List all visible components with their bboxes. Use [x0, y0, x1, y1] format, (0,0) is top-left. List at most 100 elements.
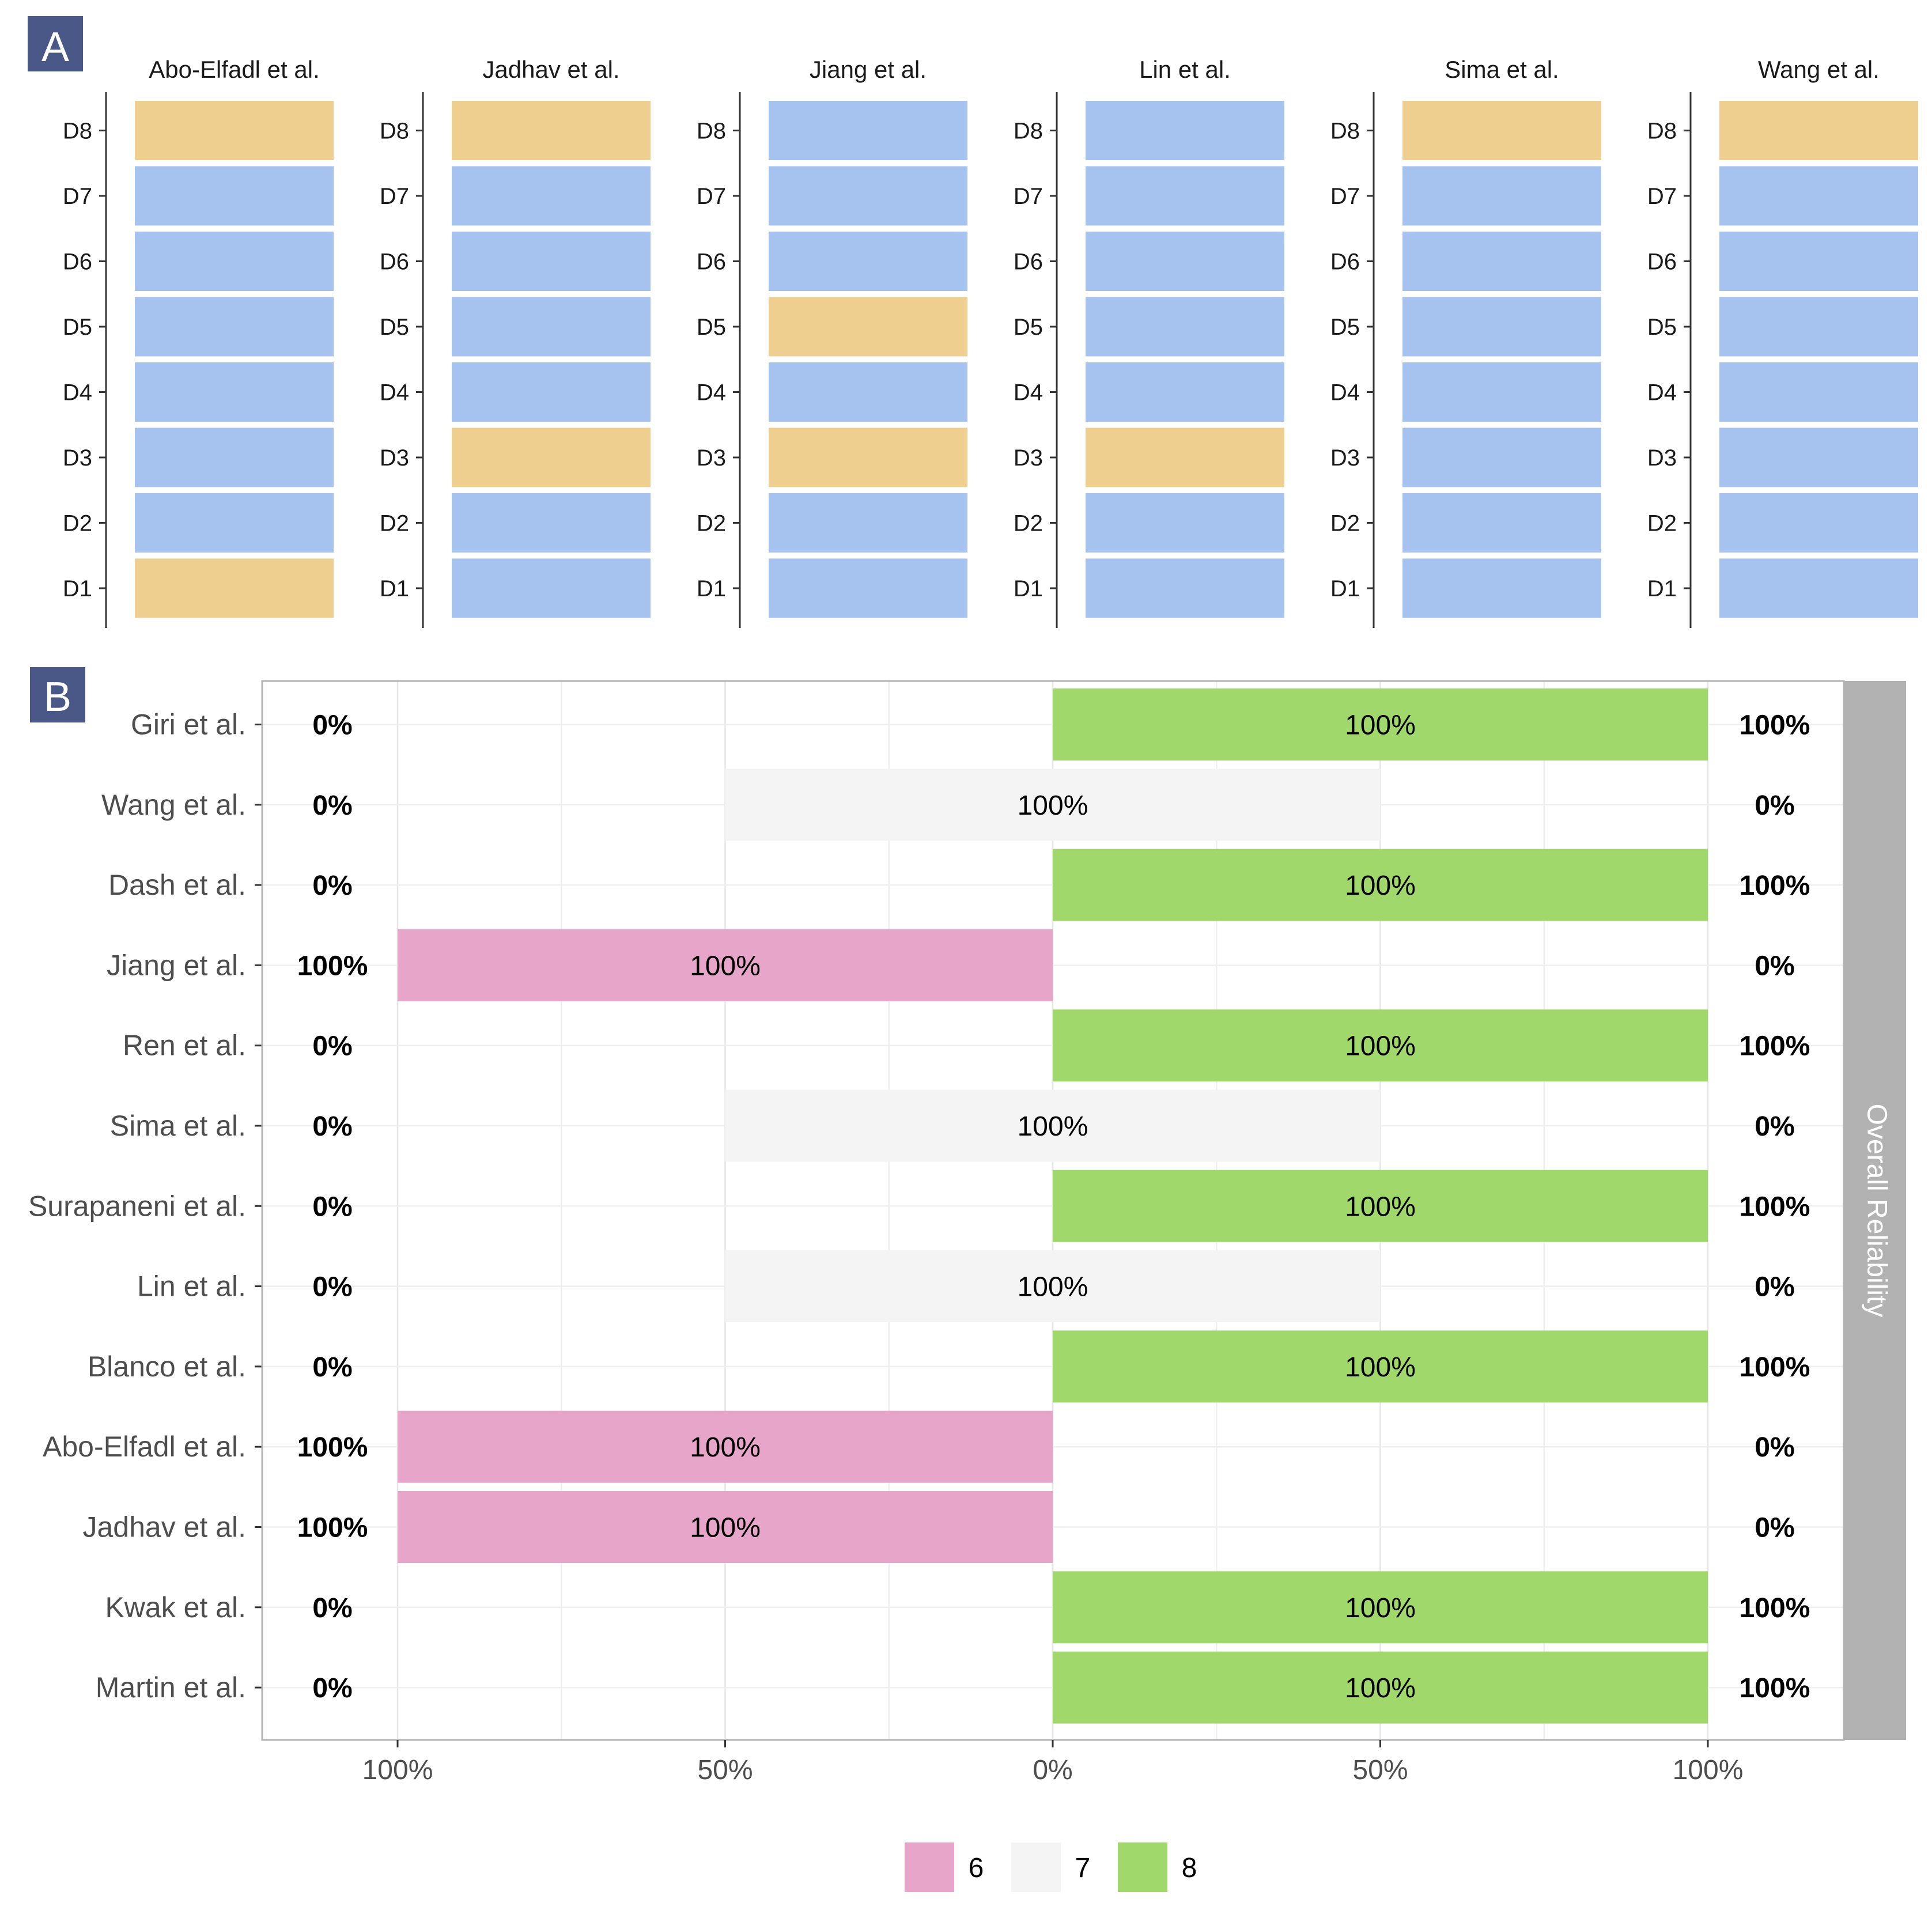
strip-label: Overall Reliability: [1861, 1104, 1892, 1318]
bar: [725, 769, 1381, 841]
bar-value-label: 100%: [1345, 1593, 1416, 1624]
row-label-D2: D2: [1330, 511, 1360, 536]
x-tick-label: 100%: [1673, 1755, 1744, 1785]
left-percent-label: 100%: [297, 951, 368, 981]
left-percent-label: 0%: [312, 871, 352, 901]
left-percent-label: 100%: [297, 1513, 368, 1543]
facet-2: Jiang et al. D1 D2 D3 D4 D5 D6 D7 D8: [697, 56, 967, 628]
tile-D8: [1402, 101, 1601, 160]
legend-label: 7: [1075, 1853, 1091, 1883]
tile-D3: [1402, 427, 1601, 487]
row-label-D1: D1: [1014, 576, 1043, 601]
row-label-D7: D7: [1647, 184, 1677, 209]
right-percent-label: 0%: [1755, 1432, 1794, 1463]
facet-strip: [1844, 681, 1906, 1740]
row-label-D5: D5: [380, 315, 409, 340]
tile-D6: [1086, 232, 1284, 291]
tile-D4: [769, 362, 967, 422]
row-label-D7: D7: [63, 184, 92, 209]
right-percent-label: 0%: [1755, 951, 1794, 981]
tile-D2: [452, 493, 651, 553]
facet-title: Wang et al.: [1758, 56, 1880, 83]
study-label: Wang et al.: [101, 789, 246, 821]
left-percent-label: 0%: [312, 1191, 352, 1222]
row-label-D2: D2: [63, 511, 92, 536]
tile-D5: [1402, 297, 1601, 357]
row-label-D8: D8: [63, 119, 92, 144]
row-label-D1: D1: [380, 576, 409, 601]
bar-value-label: 100%: [1018, 790, 1088, 821]
bar-value-label: 100%: [1345, 1191, 1416, 1222]
row-label-D5: D5: [1647, 315, 1677, 340]
legend-swatch: [1118, 1842, 1167, 1892]
bar-value-label: 100%: [690, 951, 761, 981]
bar-row: 100% 0% 0% Wang et al.: [101, 769, 1795, 841]
x-tick-label: 100%: [362, 1755, 433, 1785]
row-label-D4: D4: [1014, 380, 1043, 406]
tile-D5: [1719, 297, 1918, 357]
bar-row: 100% 100% 0% Abo-Elfadl et al.: [43, 1410, 1795, 1483]
tile-D3: [1719, 427, 1918, 487]
row-label-D4: D4: [63, 380, 92, 406]
bar: [398, 1491, 1053, 1563]
facet-title: Sima et al.: [1445, 56, 1559, 83]
right-percent-label: 100%: [1740, 1352, 1810, 1383]
tile-D3: [769, 427, 967, 487]
row-label-D4: D4: [1647, 380, 1677, 406]
study-label: Jadhav et al.: [82, 1511, 246, 1543]
facet-4: Sima et al. D1 D2 D3 D4 D5 D6 D7 D8: [1330, 56, 1601, 628]
legend-label: 8: [1182, 1853, 1197, 1883]
bar-row: 100% 0% 100% Surapaneni et al.: [28, 1170, 1810, 1242]
tile-D1: [1086, 558, 1284, 618]
bar: [1053, 1571, 1708, 1644]
bar-value-label: 100%: [1018, 1111, 1088, 1142]
row-label-D8: D8: [1330, 119, 1360, 144]
study-label: Jiang et al.: [107, 949, 246, 981]
study-label: Sima et al.: [110, 1110, 246, 1142]
tile-D7: [135, 166, 334, 226]
panel-b-bar-chart: 100% 0% 100% Giri et al. 100% 0% 0% Wang et al.…: [28, 680, 1906, 1785]
tile-D7: [1086, 166, 1284, 226]
row-label-D1: D1: [1647, 576, 1677, 601]
row-label-D7: D7: [1330, 184, 1360, 209]
right-percent-label: 100%: [1740, 1031, 1810, 1062]
panel-a-heatmap: Abo-Elfadl et al.D1D2D3D4D5D6D7D8Jadhav …: [63, 56, 1918, 628]
study-label: Dash et al.: [108, 869, 246, 901]
bar: [1053, 849, 1708, 921]
left-percent-label: 0%: [312, 1593, 352, 1624]
bar-value-label: 100%: [690, 1432, 761, 1463]
row-label-D3: D3: [1330, 445, 1360, 471]
tile-D4: [1086, 362, 1284, 422]
bar: [725, 1089, 1381, 1162]
tile-D3: [1086, 427, 1284, 487]
facet-1: Jadhav et al. D1 D2 D3 D4 D5 D6 D7 D8: [380, 56, 651, 628]
row-label-D3: D3: [1647, 445, 1677, 471]
right-percent-label: 0%: [1755, 1513, 1794, 1543]
row-label-D6: D6: [380, 249, 409, 275]
tile-D1: [452, 558, 651, 618]
left-percent-label: 0%: [312, 1111, 352, 1142]
tile-D1: [1719, 558, 1918, 618]
row-label-D5: D5: [697, 315, 726, 340]
study-label: Lin et al.: [137, 1270, 246, 1303]
row-label-D1: D1: [63, 576, 92, 601]
row-label-D4: D4: [380, 380, 409, 406]
bar: [398, 1410, 1053, 1483]
panel-b-label: B: [30, 667, 85, 722]
row-label-D5: D5: [1014, 315, 1043, 340]
study-label: Martin et al.: [96, 1671, 246, 1704]
bar-value-label: 100%: [1345, 1673, 1416, 1704]
facet-title: Abo-Elfadl et al.: [149, 56, 320, 83]
bar-row: 100% 0% 100% Ren et al.: [123, 1009, 1810, 1082]
bar-row: 100% 0% 100% Kwak et al.: [105, 1571, 1810, 1644]
tile-D4: [452, 362, 651, 422]
row-label-D8: D8: [1647, 119, 1677, 144]
tile-D7: [452, 166, 651, 226]
legend-label: 6: [969, 1853, 984, 1883]
bar-row: 100% 0% 0% Sima et al.: [110, 1089, 1795, 1162]
right-percent-label: 100%: [1740, 871, 1810, 901]
tile-D5: [769, 297, 967, 357]
row-label-D2: D2: [1647, 511, 1677, 536]
bar-row: 100% 100% 0% Jadhav et al.: [82, 1491, 1795, 1563]
row-label-D4: D4: [697, 380, 726, 406]
